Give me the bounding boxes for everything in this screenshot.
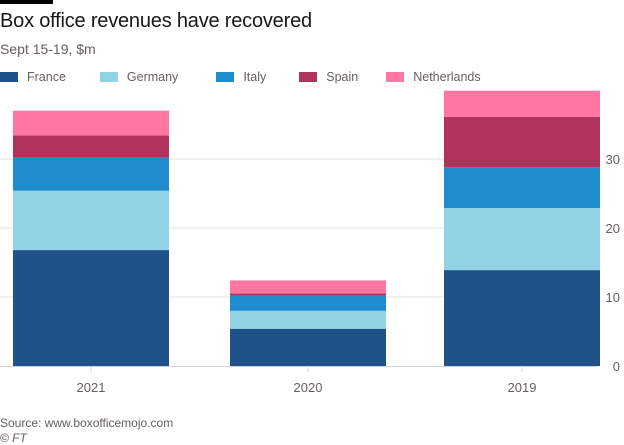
bar-segment-2021-france — [13, 250, 169, 366]
bar-segment-2019-france — [444, 270, 600, 366]
x-tick-label-2020: 2020 — [294, 380, 323, 395]
y-tick-label-30: 30 — [606, 152, 620, 167]
legend-swatch-spain — [299, 72, 318, 82]
legend-label-italy: Italy — [243, 70, 267, 84]
bar-segment-2021-italy — [13, 157, 169, 191]
bar-segment-2021-spain — [13, 135, 169, 158]
legend-item-germany: Germany — [99, 70, 179, 84]
legend-label-spain: Spain — [326, 70, 359, 84]
legend-swatch-germany — [99, 72, 118, 82]
bar-segment-2019-spain — [444, 116, 600, 168]
copyright-note: © FT — [0, 431, 27, 445]
ft-brand-bar — [0, 0, 53, 4]
legend-item-italy: Italy — [216, 70, 266, 84]
bar-segment-2019-netherlands — [444, 90, 600, 117]
legend-swatch-netherlands — [386, 72, 405, 82]
x-tick-label-2019: 2019 — [508, 380, 537, 395]
bar-segment-2021-netherlands — [13, 110, 169, 136]
bar-segment-2020-france — [230, 328, 386, 366]
legend: France Germany Italy Spain Netherlands — [0, 70, 511, 84]
y-tick-label-0: 0 — [613, 359, 620, 374]
bar-segment-2020-italy — [230, 295, 386, 311]
chart-title: Box office revenues have recovered — [0, 10, 312, 32]
legend-swatch-france — [0, 72, 18, 82]
bar-segment-2021-germany — [13, 190, 169, 251]
legend-item-france: France — [0, 70, 66, 84]
chart-subtitle: Sept 15-19, $m — [0, 41, 96, 57]
legend-label-netherlands: Netherlands — [413, 70, 481, 84]
legend-label-germany: Germany — [126, 70, 179, 84]
bar-segment-2019-italy — [444, 167, 600, 208]
y-tick-label-10: 10 — [606, 290, 620, 305]
legend-swatch-italy — [216, 72, 235, 82]
bar-segment-2020-germany — [230, 310, 386, 329]
source-note: Source: www.boxofficemojo.com — [0, 416, 174, 430]
bar-segment-2019-germany — [444, 207, 600, 271]
legend-item-spain: Spain — [299, 70, 358, 84]
y-tick-label-20: 20 — [606, 221, 620, 236]
x-tick-label-2021: 2021 — [77, 380, 106, 395]
bar-segment-2020-spain — [230, 293, 386, 296]
bar-segment-2020-netherlands — [230, 280, 386, 294]
legend-item-netherlands: Netherlands — [386, 70, 481, 84]
legend-label-france: France — [27, 70, 66, 84]
